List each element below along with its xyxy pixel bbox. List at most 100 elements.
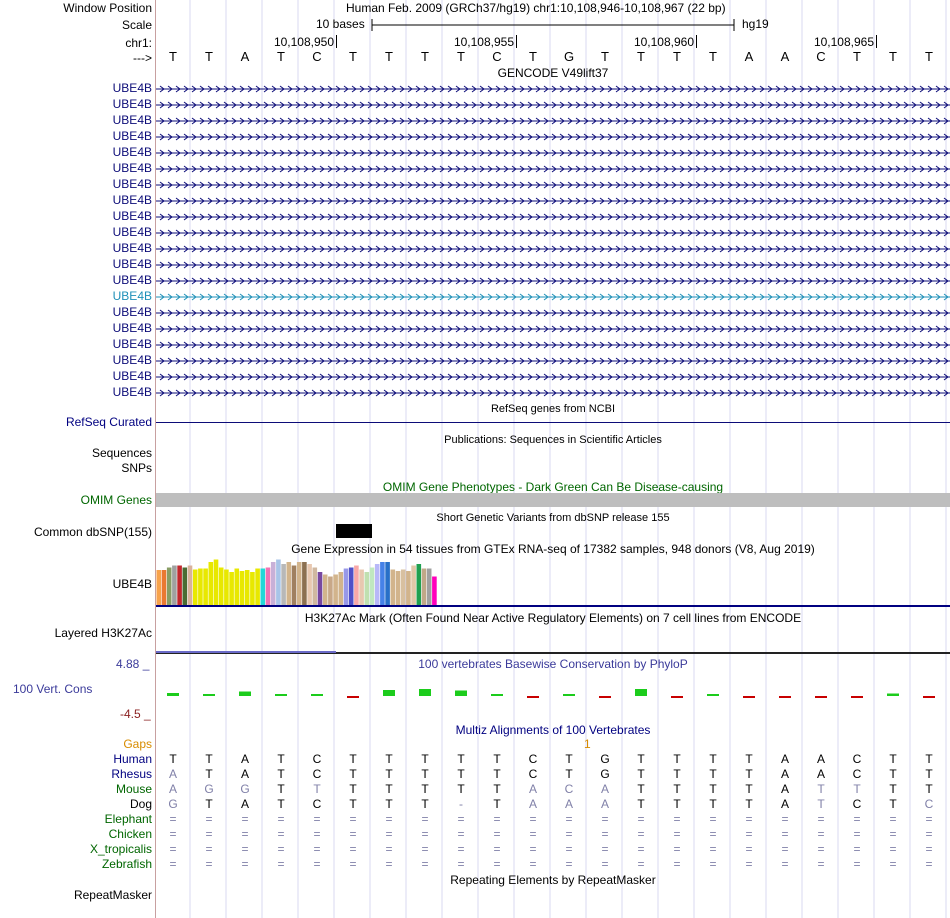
omim-title[interactable]: OMIM Gene Phenotypes - Dark Green Can Be… bbox=[382, 480, 724, 494]
gencode-gene-label[interactable]: UBE4B bbox=[112, 97, 152, 111]
h3k27ac-label[interactable]: Layered H3K27Ac bbox=[54, 626, 152, 640]
species-label[interactable]: Elephant bbox=[104, 812, 152, 826]
gencode-title[interactable]: GENCODE V49lift37 bbox=[497, 66, 609, 80]
gencode-transcript[interactable] bbox=[156, 148, 950, 158]
repeatmasker-title[interactable]: Repeating Elements by RepeatMasker bbox=[450, 873, 656, 887]
conservation-mark bbox=[779, 696, 791, 698]
strand-chevrons bbox=[159, 213, 949, 221]
gencode-transcript[interactable] bbox=[156, 84, 950, 94]
repeatmasker-label[interactable]: RepeatMasker bbox=[73, 888, 152, 902]
gencode-transcript[interactable] bbox=[156, 180, 950, 190]
conservation-mark bbox=[167, 693, 179, 696]
gencode-gene-label[interactable]: UBE4B bbox=[112, 305, 152, 319]
strand-chevrons bbox=[159, 181, 949, 189]
omim-label[interactable]: OMIM Genes bbox=[80, 493, 152, 507]
alignment-base: T bbox=[349, 782, 357, 796]
dbsnp-title[interactable]: Short Genetic Variants from dbSNP releas… bbox=[436, 512, 670, 524]
gencode-gene-label[interactable]: UBE4B bbox=[112, 337, 152, 351]
gencode-gene-label[interactable]: UBE4B bbox=[112, 193, 152, 207]
species-label[interactable]: Mouse bbox=[115, 782, 152, 796]
gtex-tissue-bar bbox=[348, 567, 354, 605]
gencode-transcript[interactable] bbox=[156, 292, 950, 302]
window-position-value[interactable]: Human Feb. 2009 (GRCh37/hg19) chr1:10,10… bbox=[346, 1, 726, 15]
gencode-gene-label[interactable]: UBE4B bbox=[112, 225, 152, 239]
gencode-gene-label[interactable]: UBE4B bbox=[112, 353, 152, 367]
gencode-transcript[interactable] bbox=[156, 260, 950, 270]
gtex-tissue-bar bbox=[322, 574, 328, 605]
refseq-gene-line[interactable] bbox=[156, 422, 950, 423]
gtex-tissue-bar bbox=[276, 559, 281, 605]
gencode-gene-label[interactable]: UBE4B bbox=[112, 209, 152, 223]
h3k27ac-title[interactable]: H3K27Ac Mark (Often Found Near Active Re… bbox=[304, 611, 802, 625]
gencode-gene-label[interactable]: UBE4B bbox=[112, 129, 152, 143]
dbsnp-variant[interactable] bbox=[336, 524, 372, 538]
species-label[interactable]: Dog bbox=[129, 797, 152, 811]
gencode-transcript[interactable] bbox=[156, 164, 950, 174]
gencode-transcript[interactable] bbox=[156, 356, 950, 366]
gencode-transcript[interactable] bbox=[156, 228, 950, 238]
gencode-gene-label[interactable]: UBE4B bbox=[112, 161, 152, 175]
gtex-label[interactable]: UBE4B bbox=[112, 577, 152, 591]
gencode-gene-label[interactable]: UBE4B bbox=[112, 145, 152, 159]
conservation-chart[interactable] bbox=[156, 670, 950, 720]
species-label[interactable]: Zebrafish bbox=[101, 857, 152, 871]
gencode-gene-label[interactable]: UBE4B bbox=[112, 385, 152, 399]
gencode-transcript[interactable] bbox=[156, 132, 950, 142]
alignment-base: = bbox=[925, 827, 933, 841]
gencode-gene-label[interactable]: UBE4B bbox=[112, 321, 152, 335]
gencode-transcript[interactable] bbox=[156, 196, 950, 206]
multiz-title[interactable]: Multiz Alignments of 100 Vertebrates bbox=[455, 723, 651, 737]
gtex-tissue-bar bbox=[213, 559, 219, 605]
position-tick-mark bbox=[516, 35, 517, 48]
refseq-label[interactable]: RefSeq Curated bbox=[65, 415, 152, 429]
gtex-tissue-bar bbox=[286, 562, 292, 605]
gencode-gene-label[interactable]: UBE4B bbox=[112, 81, 152, 95]
alignment-base: T bbox=[565, 767, 573, 781]
gencode-transcript[interactable] bbox=[156, 340, 950, 350]
gtex-bar-chart[interactable] bbox=[156, 555, 950, 609]
alignment-base: = bbox=[421, 812, 429, 826]
alignment-base: T bbox=[277, 797, 285, 811]
gencode-transcript[interactable] bbox=[156, 388, 950, 398]
h3k27ac-signal[interactable] bbox=[156, 651, 336, 653]
gencode-transcript[interactable] bbox=[156, 244, 950, 254]
gencode-gene-label[interactable]: UBE4B bbox=[112, 177, 152, 191]
gencode-transcript[interactable] bbox=[156, 372, 950, 382]
alignment-base: = bbox=[241, 827, 249, 841]
conservation-mark bbox=[743, 696, 755, 698]
position-tick-mark bbox=[696, 35, 697, 48]
gencode-gene-label[interactable]: UBE4B bbox=[112, 257, 152, 271]
conservation-mark bbox=[275, 694, 287, 696]
gtex-tissue-bar bbox=[244, 570, 250, 605]
dbsnp-label[interactable]: Common dbSNP(155) bbox=[33, 525, 152, 539]
gencode-transcript[interactable] bbox=[156, 276, 950, 286]
gencode-gene-label[interactable]: UBE4B bbox=[112, 289, 152, 303]
gtex-tissue-bar bbox=[338, 572, 344, 605]
conservation-label[interactable]: 100 Vert. Cons bbox=[13, 682, 93, 696]
species-label[interactable]: X_tropicalis bbox=[89, 842, 152, 856]
species-label[interactable]: Rhesus bbox=[111, 767, 152, 781]
alignment-base: = bbox=[637, 842, 645, 856]
gencode-transcript[interactable] bbox=[156, 100, 950, 110]
species-label[interactable]: Human bbox=[113, 752, 152, 766]
conservation-title[interactable]: 100 vertebrates Basewise Conservation by… bbox=[418, 657, 688, 671]
scale-text: 10 bases bbox=[316, 17, 365, 31]
gencode-transcript[interactable] bbox=[156, 116, 950, 126]
gencode-gene-label[interactable]: UBE4B bbox=[112, 273, 152, 287]
publications-label[interactable]: Sequences bbox=[91, 446, 152, 460]
species-label[interactable]: Chicken bbox=[108, 827, 152, 841]
gtex-title[interactable]: Gene Expression in 54 tissues from GTEx … bbox=[291, 542, 815, 556]
gencode-gene-label[interactable]: UBE4B bbox=[112, 241, 152, 255]
publications-title[interactable]: Publications: Sequences in Scientific Ar… bbox=[444, 434, 662, 446]
gencode-transcript[interactable] bbox=[156, 308, 950, 318]
snps-label[interactable]: SNPs bbox=[121, 461, 152, 475]
gencode-gene-label[interactable]: UBE4B bbox=[112, 113, 152, 127]
refseq-title[interactable]: RefSeq genes from NCBI bbox=[490, 403, 616, 415]
gencode-transcript[interactable] bbox=[156, 324, 950, 334]
omim-gene-bar[interactable] bbox=[156, 493, 950, 507]
alignment-base: T bbox=[673, 767, 681, 781]
gencode-gene-label[interactable]: UBE4B bbox=[112, 369, 152, 383]
conservation-mark bbox=[599, 696, 611, 698]
gencode-transcript[interactable] bbox=[156, 212, 950, 222]
alignment-base: = bbox=[853, 812, 861, 826]
